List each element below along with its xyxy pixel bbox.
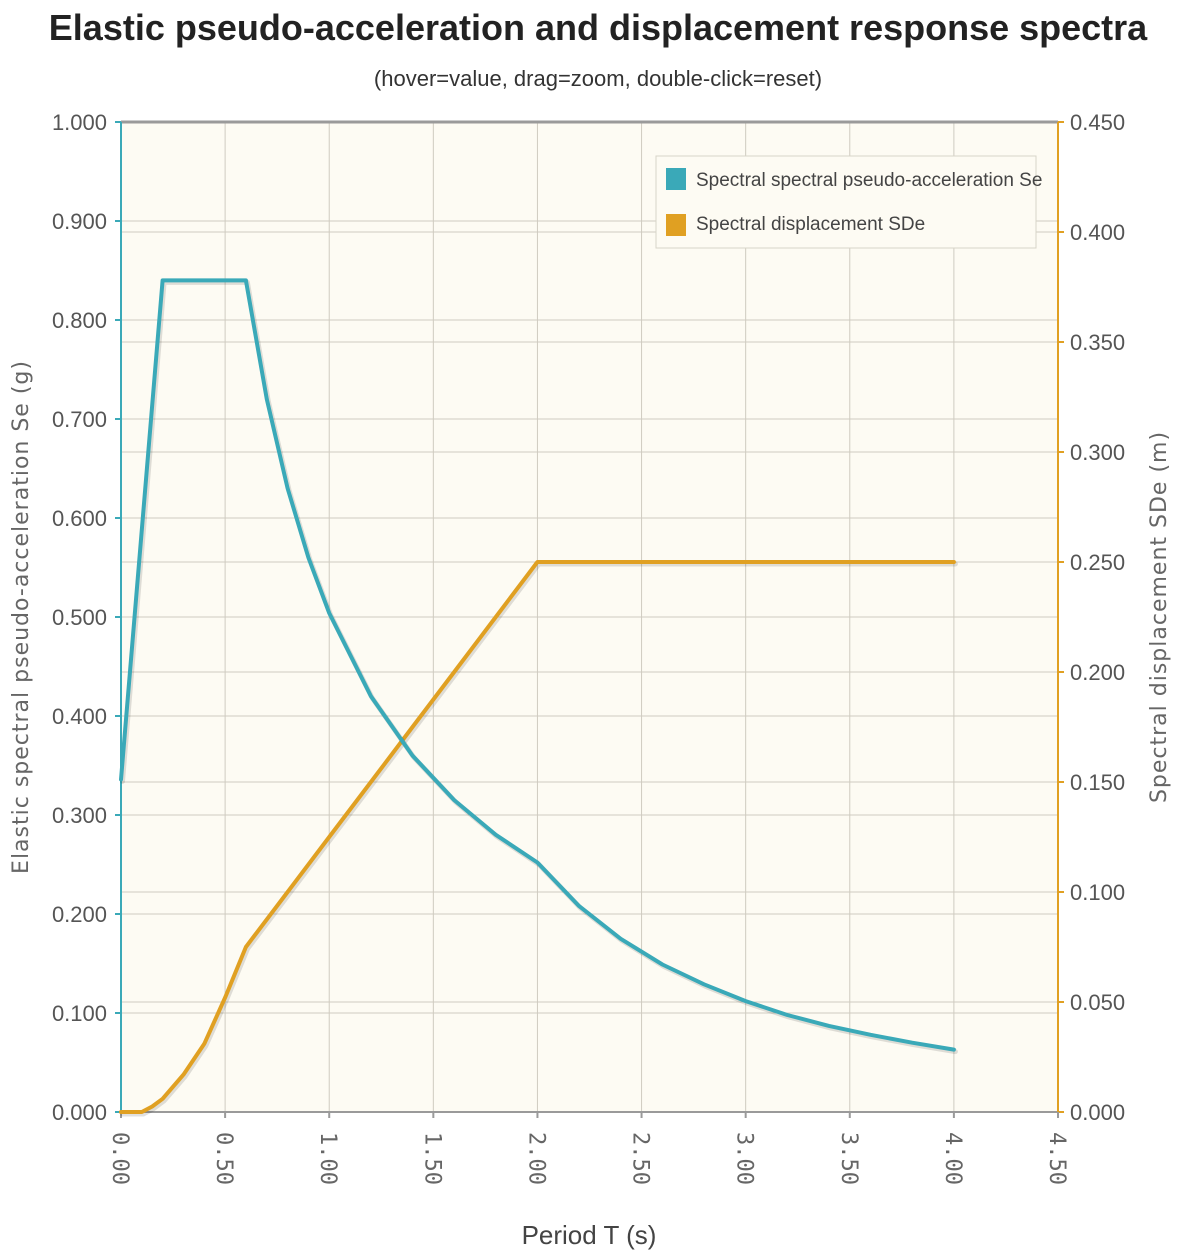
x-tick-label: 2.50 (628, 1132, 653, 1185)
axes (115, 120, 1064, 1118)
y-tick-label: 0.000 (52, 1100, 107, 1125)
x-axis-title: Period T (s) (522, 1220, 657, 1250)
y2-tick-label: 0.150 (1070, 770, 1125, 795)
y-tick-label: 0.800 (52, 308, 107, 333)
y2-axis-title: Spectral displacement SDe (m) (1147, 431, 1172, 803)
legend-swatch-sde (666, 214, 686, 236)
series-line-sde-shadow (120, 561, 958, 1117)
y-tick-label: 0.300 (52, 803, 107, 828)
series-line-sde (119, 560, 956, 1114)
y2-tick-label: 0.100 (1070, 880, 1125, 905)
y2-tick-label: 0.050 (1070, 990, 1125, 1015)
legend[interactable]: Spectral spectral pseudo-acceleration Se… (655, 155, 1042, 249)
x-tick-label: 4.00 (940, 1132, 965, 1185)
tick-labels: 0.000 0.100 0.200 0.300 0.400 0.500 0.600 0.700… (52, 110, 1125, 1185)
y-tick-label: 1.000 (52, 110, 107, 135)
y2-tick-label: 0.400 (1070, 220, 1125, 245)
legend-box (655, 155, 1037, 249)
x-tick-label: 0.50 (211, 1132, 236, 1185)
legend-swatch-se (666, 168, 686, 190)
x-tick-label: 3.00 (732, 1132, 757, 1185)
x-tick-label: 1.00 (315, 1132, 340, 1185)
y2-tick-label: 0.250 (1070, 550, 1125, 575)
legend-label-se: Spectral spectral pseudo-acceleration Se (696, 170, 1042, 191)
y-axis-title: Elastic spectral pseudo-acceleration Se … (9, 360, 34, 874)
series-line-se (119, 278, 956, 1052)
y2-tick-label: 0.350 (1070, 330, 1125, 355)
y-tick-label: 0.600 (52, 506, 107, 531)
y-tick-label: 0.500 (52, 605, 107, 630)
y2-tick-label: 0.000 (1070, 1100, 1125, 1125)
y-tick-label: 0.200 (52, 902, 107, 927)
x-tick-label: 0.00 (107, 1132, 132, 1185)
y2-tick-label: 0.200 (1070, 660, 1125, 685)
chart-title: Elastic pseudo-acceleration and displace… (49, 7, 1148, 48)
x-tick-label: 1.50 (419, 1132, 444, 1185)
chart-subtitle: (hover=value, drag=zoom, double-click=re… (374, 66, 822, 91)
y2-tick-label: 0.450 (1070, 110, 1125, 135)
x-tick-label: 4.50 (1044, 1132, 1069, 1185)
legend-label-sde: Spectral displacement SDe (696, 214, 925, 235)
y-tick-label: 0.900 (52, 209, 107, 234)
x-tick-label: 2.00 (523, 1132, 548, 1185)
y-tick-label: 0.700 (52, 407, 107, 432)
y-tick-label: 0.100 (52, 1001, 107, 1026)
series-group (119, 278, 958, 1117)
x-tick-label: 3.50 (836, 1132, 861, 1185)
y2-tick-label: 0.300 (1070, 440, 1125, 465)
y-tick-label: 0.400 (52, 704, 107, 729)
